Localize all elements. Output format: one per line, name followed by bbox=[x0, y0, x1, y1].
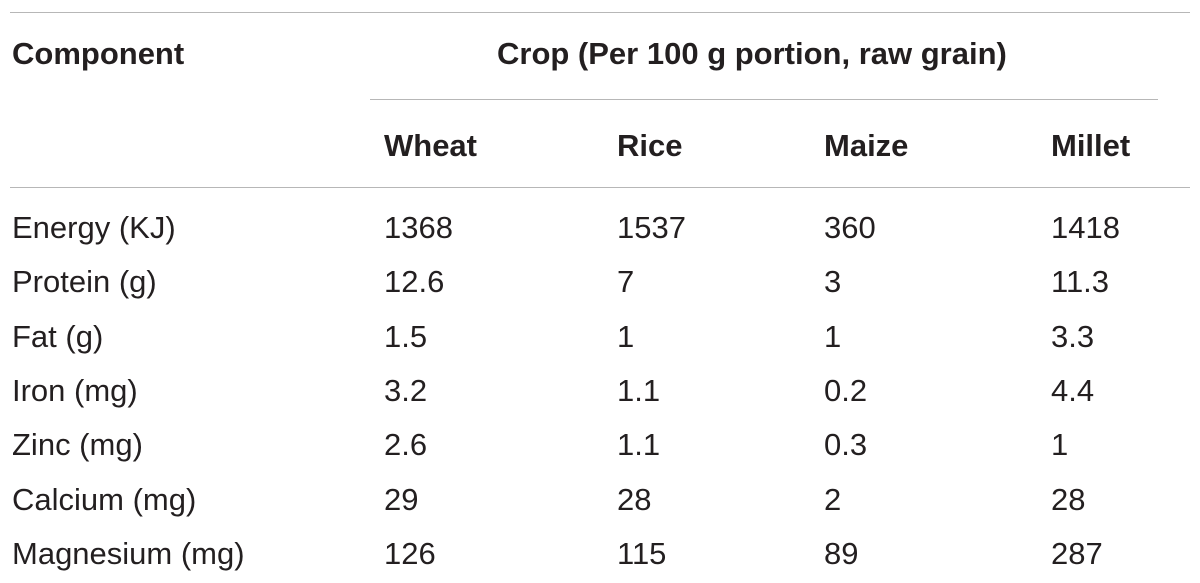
table-cell: 29 bbox=[384, 482, 419, 517]
table-cell: 287 bbox=[1051, 536, 1103, 571]
table-cell: 2.6 bbox=[384, 427, 428, 462]
table-cell: 0.2 bbox=[824, 373, 868, 408]
row-label: Energy (KJ) bbox=[12, 210, 176, 245]
row-label: Iron (mg) bbox=[12, 373, 138, 408]
group-header-rule bbox=[370, 99, 1158, 100]
table-cell: 1 bbox=[824, 319, 842, 354]
table-cell: 4.4 bbox=[1051, 373, 1095, 408]
column-header-rice: Rice bbox=[617, 128, 683, 163]
row-label: Calcium (mg) bbox=[12, 482, 197, 517]
header-bottom-rule bbox=[10, 187, 1190, 188]
column-header-millet: Millet bbox=[1051, 128, 1131, 163]
column-header-maize: Maize bbox=[824, 128, 909, 163]
table-cell: 1.1 bbox=[617, 427, 661, 462]
row-label: Fat (g) bbox=[12, 319, 104, 354]
table-cell: 3.2 bbox=[384, 373, 428, 408]
table-cell: 2 bbox=[824, 482, 842, 517]
table-cell: 126 bbox=[384, 536, 436, 571]
table-cell: 1 bbox=[617, 319, 635, 354]
table-cell: 3.3 bbox=[1051, 319, 1095, 354]
table-cell: 7 bbox=[617, 264, 635, 299]
table-cell: 3 bbox=[824, 264, 842, 299]
row-label: Protein (g) bbox=[12, 264, 157, 299]
table-cell: 28 bbox=[1051, 482, 1086, 517]
crop-group-header: Crop (Per 100 g portion, raw grain) bbox=[497, 36, 1007, 71]
table-cell: 1 bbox=[1051, 427, 1069, 462]
table-cell: 1368 bbox=[384, 210, 453, 245]
table-cell: 28 bbox=[617, 482, 652, 517]
table-cell: 1.5 bbox=[384, 319, 428, 354]
table-cell: 115 bbox=[617, 536, 667, 571]
row-label: Zinc (mg) bbox=[12, 427, 143, 462]
row-label: Magnesium (mg) bbox=[12, 536, 245, 571]
component-header: Component bbox=[12, 36, 185, 71]
table-cell: 1418 bbox=[1051, 210, 1120, 245]
table-cell: 1.1 bbox=[617, 373, 661, 408]
table-cell: 11.3 bbox=[1051, 264, 1110, 299]
table-cell: 89 bbox=[824, 536, 859, 571]
table-cell: 12.6 bbox=[384, 264, 445, 299]
table-top-rule bbox=[10, 12, 1190, 13]
table-cell: 1537 bbox=[617, 210, 686, 245]
table-cell: 0.3 bbox=[824, 427, 868, 462]
column-header-wheat: Wheat bbox=[384, 128, 477, 163]
table-cell: 360 bbox=[824, 210, 876, 245]
